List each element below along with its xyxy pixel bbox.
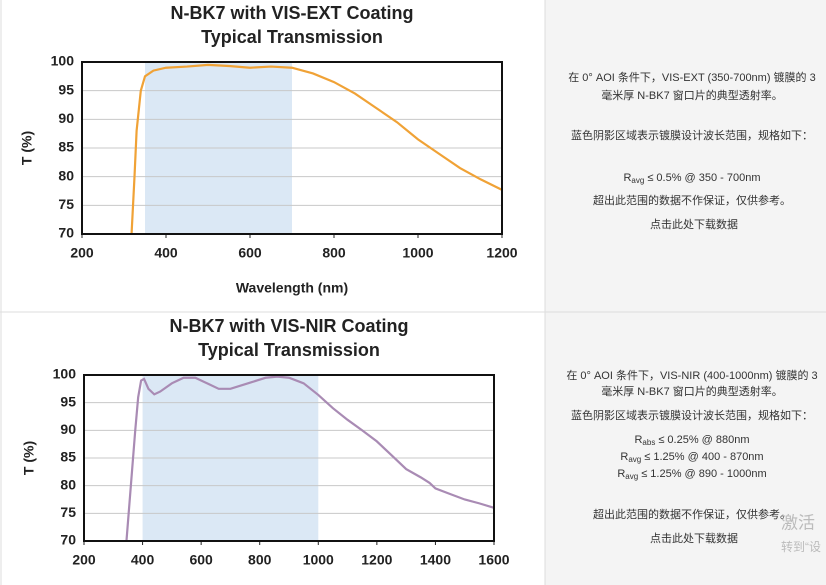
x-tick-label: 1000 [402, 245, 433, 261]
spec-symbol: R [617, 468, 625, 480]
x-tick-label: 800 [322, 245, 346, 261]
y-tick-label: 75 [58, 196, 74, 212]
panel-text: 毫米厚 N-BK7 窗口片的典型透射率。 [601, 384, 783, 398]
panel-note: 超出此范围的数据不作保证，仅供参考。 [593, 507, 791, 521]
y-tick-label: 75 [60, 504, 76, 520]
x-axis-label: Wavelength (nm) [236, 280, 348, 296]
y-tick-label: 70 [60, 532, 76, 548]
y-tick-label: 70 [58, 225, 74, 241]
chart-subtitle: Typical Transmission [198, 340, 380, 360]
spec-line: Ravg ≤ 1.25% @ 400 - 870nm [620, 451, 763, 464]
x-tick-label: 600 [189, 552, 213, 568]
spec-text: ≤ 0.25% @ 880nm [658, 434, 749, 446]
text-pane [545, 0, 826, 585]
spec-text: ≤ 0.5% @ 350 - 700nm [647, 172, 760, 184]
watermark: 转到“设 [781, 539, 821, 554]
spec-line: Ravg ≤ 0.5% @ 350 - 700nm [623, 172, 760, 185]
spec-line: Ravg ≤ 1.25% @ 890 - 1000nm [617, 468, 766, 481]
spec-text: ≤ 1.25% @ 400 - 870nm [644, 451, 763, 463]
panel-text: 蓝色阴影区域表示镀膜设计波长范围，规格如下： [571, 128, 813, 142]
panel-text: 在 0° AOI 条件下，VIS-EXT (350-700nm) 镀膜的 3 [568, 70, 815, 84]
spec-line: Rabs ≤ 0.25% @ 880nm [634, 434, 749, 447]
watermark: 激活 [781, 513, 815, 532]
y-axis-label: T (%) [21, 441, 37, 475]
y-tick-label: 95 [60, 393, 76, 409]
chart-title: N-BK7 with VIS-EXT Coating [171, 3, 414, 23]
spec-text: ≤ 1.25% @ 890 - 1000nm [641, 468, 766, 480]
x-tick-label: 600 [238, 245, 262, 261]
y-tick-label: 85 [58, 139, 74, 155]
y-tick-label: 85 [60, 449, 76, 465]
spec-subscript: avg [628, 455, 641, 464]
panel-text: 在 0° AOI 条件下，VIS-NIR (400-1000nm) 镀膜的 3 [566, 368, 817, 382]
download-link[interactable]: 点击此处下载数据 [650, 531, 738, 545]
x-tick-label: 800 [248, 552, 272, 568]
x-tick-label: 400 [131, 552, 155, 568]
y-axis-label: T (%) [19, 131, 35, 165]
y-tick-label: 80 [60, 476, 76, 492]
x-tick-label: 1600 [478, 552, 509, 568]
spec-subscript: avg [631, 176, 644, 185]
spec-symbol: R [620, 451, 628, 463]
x-tick-label: 200 [70, 245, 94, 261]
x-tick-label: 1200 [486, 245, 517, 261]
y-tick-label: 100 [51, 53, 75, 69]
plot-frame [81, 61, 503, 235]
x-tick-label: 200 [72, 552, 96, 568]
chart-subtitle: Typical Transmission [201, 27, 383, 47]
data-line [130, 63, 503, 235]
x-tick-label: 1400 [420, 552, 451, 568]
data-line [125, 375, 495, 542]
download-link[interactable]: 点击此处下载数据 [650, 217, 738, 231]
y-tick-label: 95 [58, 81, 74, 97]
x-tick-label: 1200 [361, 552, 392, 568]
x-tick-label: 1000 [303, 552, 334, 568]
spec-subscript: abs [642, 438, 655, 447]
y-tick-label: 90 [60, 421, 76, 437]
y-tick-label: 80 [58, 167, 74, 183]
panel-note: 超出此范围的数据不作保证，仅供参考。 [593, 193, 791, 207]
panel-text: 毫米厚 N-BK7 窗口片的典型透射率。 [601, 88, 783, 102]
spec-symbol: R [623, 172, 631, 184]
panel-text: 蓝色阴影区域表示镀膜设计波长范围，规格如下： [571, 408, 813, 422]
plot-frame [83, 374, 495, 542]
chart-title: N-BK7 with VIS-NIR Coating [170, 316, 409, 336]
y-tick-label: 100 [53, 366, 77, 382]
x-tick-label: 400 [154, 245, 178, 261]
spec-symbol: R [634, 434, 642, 446]
y-tick-label: 90 [58, 110, 74, 126]
spec-subscript: avg [625, 472, 638, 481]
